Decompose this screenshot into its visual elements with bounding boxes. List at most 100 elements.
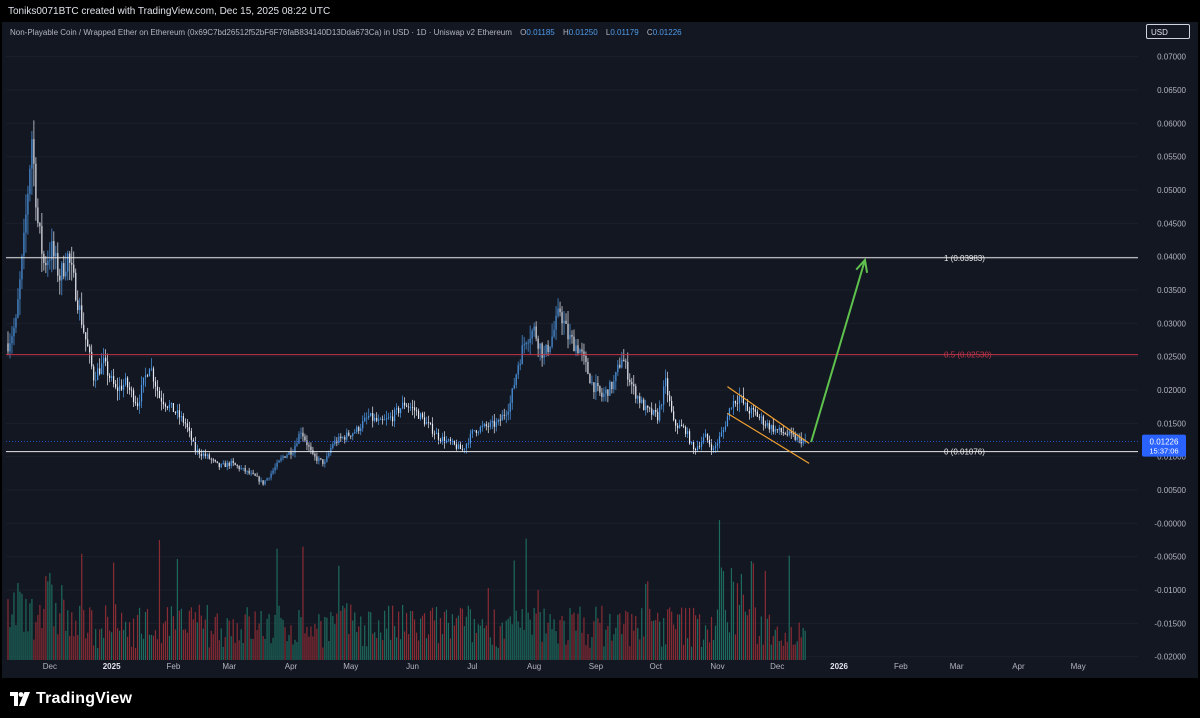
volume-bar [158,540,161,660]
candle-body [260,480,262,482]
candle-body [360,428,362,432]
candle-body [493,420,495,427]
volume-bar [511,624,513,660]
candle-body [477,432,479,433]
candle-body [591,382,593,384]
volume-bar [445,609,448,660]
close-value: 0.01226 [652,28,682,37]
tradingview-logo[interactable]: TradingView [10,689,132,709]
volume-bar [708,642,711,660]
candle-body [152,368,155,382]
candle-body [732,400,735,408]
candle-body [681,424,683,427]
volume-bar [378,620,380,660]
volume-bar [276,548,278,660]
volume-bar [228,620,230,660]
volume-bar [280,617,282,660]
volume-bar [138,607,141,660]
candle-body [485,424,487,427]
volume-bar [65,630,67,660]
candle-body [340,436,342,439]
candle-body [402,402,404,409]
volume-bar [535,613,537,660]
candle-body [280,458,282,461]
volume-bar [567,640,569,660]
low-label: L [605,28,611,37]
candle-body [174,411,176,414]
candle-body [726,416,729,427]
candle-body [722,429,725,433]
candle-body [415,410,418,412]
candle-body [384,419,386,421]
candle-body [234,462,236,466]
candle-body [802,440,804,444]
volume-bar [686,638,689,660]
volume-bar [77,635,79,660]
candle-body [398,407,400,414]
time-tick-label: Mar [950,662,964,671]
volume-bar [679,614,681,660]
candle-body [621,359,623,368]
currency-button[interactable]: USD [1146,24,1190,39]
fib-level-label: 0.5 (0.02530) [944,351,992,360]
chart-panel[interactable] [2,22,1198,678]
candle-body [455,444,458,449]
volume-bar [778,641,780,660]
candle-body [463,448,465,450]
candle-body [144,375,147,378]
candle-body [800,437,802,444]
volume-bar [688,607,691,660]
volume-bar [599,623,601,660]
candle-body [101,363,103,375]
volume-bar [326,617,328,660]
candle-body [262,480,264,485]
candle-body [573,336,575,352]
volume-bar [356,631,358,660]
candle-body [75,272,77,301]
candle-body [692,441,695,450]
candle-body [170,402,173,405]
volume-bar [469,609,471,660]
candle-body [603,393,605,397]
volume-bar [503,638,505,660]
candle-body [348,432,350,436]
volume-bar [374,632,376,660]
candle-body [222,463,224,465]
volume-bar [312,636,314,660]
volume-bar [565,644,567,660]
volume-bar [583,617,585,660]
volume-bar [509,616,511,660]
candle-body [304,436,306,441]
price-axis: 0.07000 0.06500 0.06000 0.05500 0.05000 0.045… [1142,53,1187,662]
volume-bar [802,627,804,660]
volume-bar [43,608,45,660]
volume-bar [400,639,402,660]
volume-bar [718,520,721,660]
candle-body [491,420,493,423]
candle-body [776,429,778,431]
volume-bar [150,634,153,660]
volume-bar [720,567,723,660]
volume-bar [154,630,157,660]
volume-bar [268,614,270,660]
candle-body [519,363,521,366]
candle-body [427,422,430,424]
candle-body [595,382,597,393]
candle-body [73,264,75,273]
time-tick-label: Apr [285,662,298,671]
volume-bar [651,620,653,660]
candle-body [266,478,268,481]
volume-bar [17,582,19,660]
candle-body [196,449,198,452]
candle-body [423,417,426,425]
volume-bar [603,646,605,660]
candle-body [553,329,555,337]
volume-bar [120,612,123,660]
volume-bar [382,640,384,660]
volume-bar [491,644,493,660]
volume-bar [730,567,733,660]
volume-bar [579,606,581,660]
candle-body [228,462,230,466]
close-label: C [646,28,653,37]
